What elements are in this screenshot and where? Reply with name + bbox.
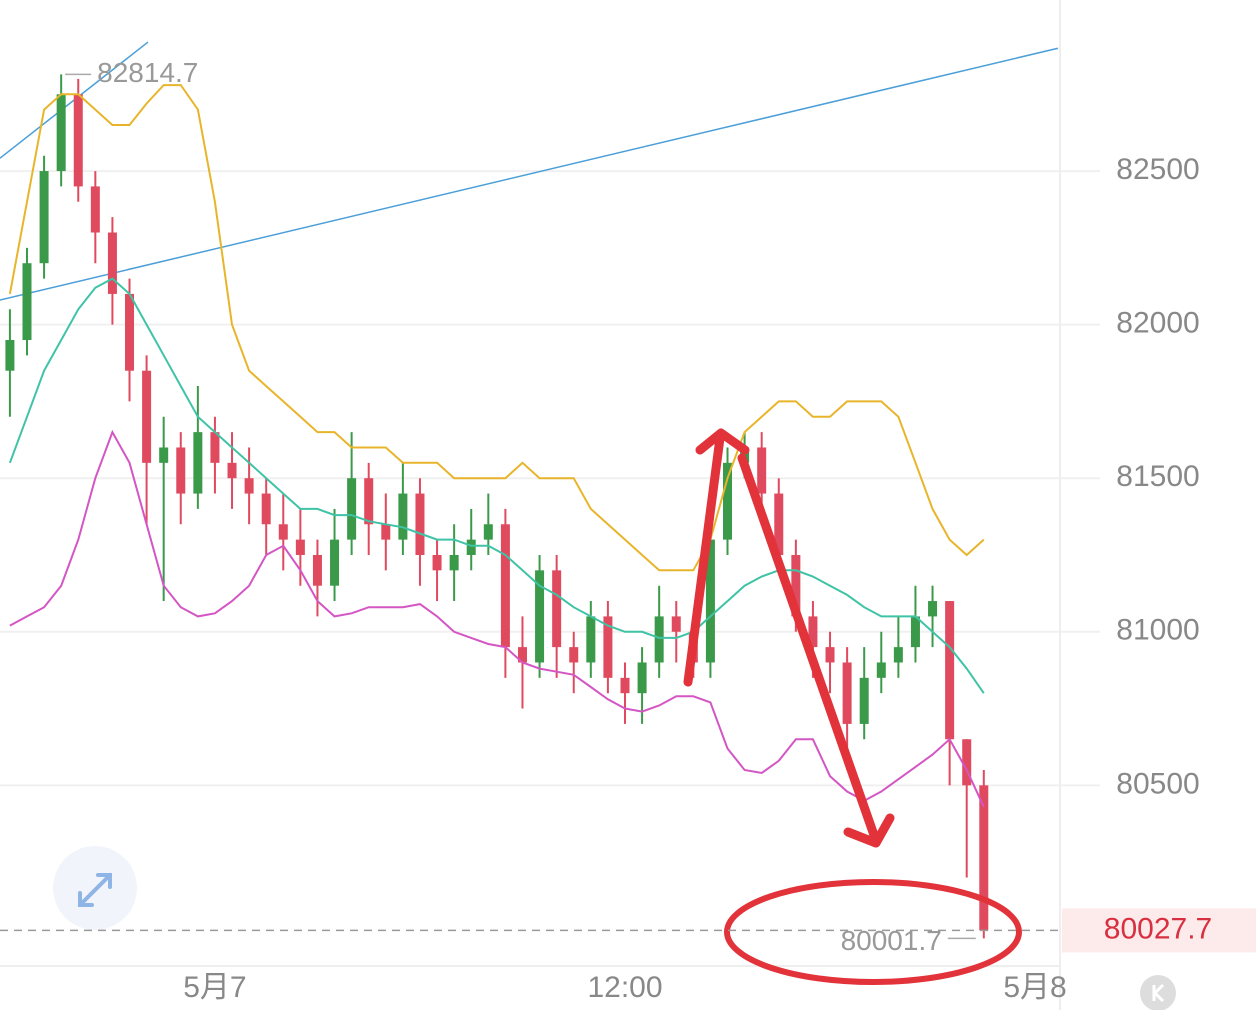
candle-body [330,539,340,586]
y-tick-label: 80500 [1116,767,1199,800]
band-line [8,84,985,572]
candle-body [705,539,715,663]
candle-body [586,616,596,663]
candle-body [193,432,203,494]
candle-body [757,447,767,494]
candle-body [842,662,852,724]
candle-body [415,493,425,555]
candle-body [449,554,459,571]
candle-body [535,570,545,663]
candle-body [295,539,305,555]
last-price-box [1062,908,1256,953]
candle-body [910,616,920,648]
candle-body [723,462,733,540]
annotation [683,428,1022,985]
candle-body [483,524,493,540]
candle-body [466,539,476,555]
plot-area: 82814.7 80001.7 [0,41,1100,956]
candle-body [142,370,152,463]
candle-body [791,554,801,617]
candle-body [90,186,100,233]
candle-body [210,432,220,463]
candle-body [398,493,408,540]
band-line [8,277,985,694]
candle-body [500,524,510,648]
candle-body [432,554,442,571]
candle-body [312,554,322,586]
arrow-up [683,433,725,687]
candle-body [517,647,527,663]
candle-body [5,339,15,371]
candle-body [39,171,49,264]
candle-body [808,616,818,648]
last-price-label: 80027.7 [1104,912,1212,945]
candle-body [364,478,374,525]
y-tick-label: 81500 [1116,460,1199,493]
candle-body [876,662,886,678]
candle-body [56,94,66,172]
candle-body [637,662,647,694]
y-tick-label: 81000 [1116,614,1199,647]
candle-body [774,493,784,555]
candle-body [979,785,989,931]
max-label: 82814.7 [97,57,198,88]
candle-body [244,478,254,494]
x-tick-label: 12:00 [587,971,662,1004]
y-tick-label: 82500 [1116,153,1199,186]
band-line [9,429,985,808]
candle-body [278,524,288,540]
candle-body [22,263,32,340]
highlight-ellipse [724,879,1022,985]
arrow-down [737,453,880,843]
candle-body [603,616,613,678]
candle-body [381,524,391,540]
candle-body [347,478,357,540]
candle-body [859,677,869,724]
candle-body [125,293,135,371]
candle-body [825,647,835,663]
trend-line [0,47,1059,301]
candle-body [671,616,681,632]
candle-body [227,462,237,479]
candle-body [552,570,562,648]
candle-body [159,447,169,463]
candle-body [945,601,955,740]
candle-body [73,94,83,187]
candle-body [176,447,186,494]
expand-button[interactable] [53,846,137,930]
candle-body [962,739,972,786]
x-tick-label: 5月7 [183,971,246,1004]
arrow-head [695,428,750,455]
candle-body [107,232,117,294]
candle-body [928,601,938,617]
k-button[interactable] [1140,975,1176,1010]
candle-body [893,647,903,663]
x-tick-label: 5月8 [1003,971,1066,1004]
candle-body [261,493,271,525]
min-label: 80001.7 [841,925,942,956]
candle-body [654,616,664,663]
candle-body [569,647,579,663]
y-tick-label: 82000 [1116,307,1199,340]
candle-body [620,677,630,694]
arrow-head [843,813,895,848]
